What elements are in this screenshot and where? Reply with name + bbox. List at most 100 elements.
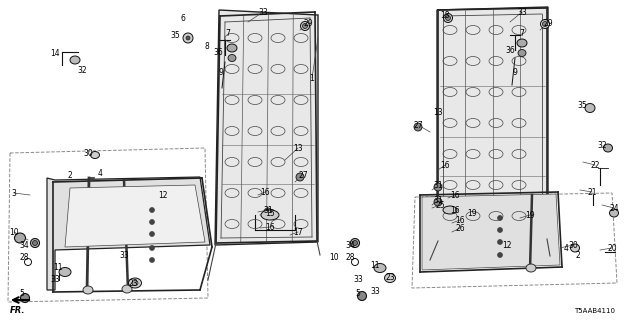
Text: 11: 11 — [371, 260, 380, 269]
Text: 19: 19 — [467, 209, 477, 218]
Ellipse shape — [303, 23, 307, 28]
Text: 5: 5 — [356, 290, 360, 299]
Text: 16: 16 — [455, 215, 465, 225]
Ellipse shape — [261, 210, 279, 220]
Text: 29: 29 — [543, 19, 553, 28]
Circle shape — [150, 220, 154, 225]
Text: FR.: FR. — [10, 306, 26, 315]
Text: 18: 18 — [440, 11, 450, 20]
Text: 36: 36 — [505, 45, 515, 54]
Ellipse shape — [526, 264, 536, 272]
Ellipse shape — [351, 238, 360, 247]
Text: 33: 33 — [370, 286, 380, 295]
Text: 28: 28 — [345, 253, 355, 262]
Ellipse shape — [129, 278, 141, 288]
Circle shape — [150, 207, 154, 212]
Ellipse shape — [122, 285, 132, 293]
Text: 12: 12 — [158, 190, 168, 199]
Text: 31: 31 — [263, 205, 273, 214]
Text: 21: 21 — [588, 188, 596, 196]
Text: 33: 33 — [258, 7, 268, 17]
Text: 14: 14 — [50, 49, 60, 58]
Text: 9: 9 — [219, 68, 223, 76]
Circle shape — [186, 36, 190, 40]
Text: 33: 33 — [50, 276, 60, 284]
Circle shape — [264, 208, 272, 216]
Ellipse shape — [70, 56, 80, 64]
Text: 2: 2 — [575, 251, 580, 260]
Ellipse shape — [20, 293, 29, 302]
Circle shape — [150, 231, 154, 236]
Ellipse shape — [445, 15, 451, 20]
Ellipse shape — [585, 103, 595, 113]
Text: 16: 16 — [450, 205, 460, 214]
Circle shape — [296, 173, 304, 181]
Ellipse shape — [517, 39, 527, 47]
Text: 17: 17 — [293, 228, 303, 236]
Circle shape — [150, 245, 154, 251]
Text: 34: 34 — [345, 241, 355, 250]
Text: 10: 10 — [329, 253, 339, 262]
Ellipse shape — [518, 50, 526, 57]
Text: 31: 31 — [433, 180, 443, 189]
Polygon shape — [47, 177, 210, 290]
Text: 12: 12 — [502, 241, 512, 250]
Ellipse shape — [444, 13, 452, 22]
Circle shape — [497, 228, 502, 233]
Polygon shape — [437, 7, 548, 242]
Text: 16: 16 — [440, 161, 450, 170]
Text: 16: 16 — [450, 190, 460, 199]
Polygon shape — [215, 10, 318, 245]
Ellipse shape — [604, 144, 612, 152]
Polygon shape — [65, 185, 205, 247]
Ellipse shape — [228, 54, 236, 61]
Ellipse shape — [15, 233, 26, 243]
Text: 7: 7 — [520, 28, 524, 37]
Text: 35: 35 — [577, 100, 587, 109]
Text: 6: 6 — [180, 13, 186, 22]
Ellipse shape — [33, 241, 38, 245]
Text: 36: 36 — [213, 47, 223, 57]
Text: 4: 4 — [564, 244, 568, 252]
Text: 20: 20 — [607, 244, 617, 252]
Text: 9: 9 — [513, 68, 517, 76]
Text: 24: 24 — [609, 204, 619, 212]
Text: 32: 32 — [77, 66, 87, 75]
Ellipse shape — [132, 281, 138, 285]
Ellipse shape — [227, 44, 237, 52]
Text: 33: 33 — [119, 251, 129, 260]
Ellipse shape — [301, 21, 310, 30]
Text: 16: 16 — [265, 222, 275, 231]
Text: 34: 34 — [19, 241, 29, 250]
Text: 2: 2 — [68, 171, 72, 180]
Ellipse shape — [543, 21, 547, 27]
Ellipse shape — [353, 241, 358, 245]
Circle shape — [434, 198, 442, 206]
Text: 3: 3 — [12, 188, 17, 197]
Circle shape — [414, 123, 422, 131]
Text: 33: 33 — [353, 276, 363, 284]
Ellipse shape — [90, 151, 99, 158]
Text: 15: 15 — [265, 209, 275, 218]
Text: 22: 22 — [590, 161, 600, 170]
Text: 27: 27 — [298, 171, 308, 180]
Ellipse shape — [385, 274, 396, 283]
Text: 7: 7 — [225, 28, 230, 37]
Text: 23: 23 — [385, 274, 395, 283]
Text: 26: 26 — [455, 223, 465, 233]
Text: 13: 13 — [433, 108, 443, 116]
Text: 1: 1 — [310, 74, 314, 83]
Ellipse shape — [443, 206, 457, 214]
Text: 31: 31 — [433, 196, 443, 204]
Polygon shape — [422, 194, 560, 270]
Text: 33: 33 — [517, 7, 527, 17]
Ellipse shape — [358, 292, 367, 300]
Text: 19: 19 — [525, 211, 535, 220]
Ellipse shape — [31, 238, 40, 247]
Text: 11: 11 — [53, 263, 63, 273]
Text: T5AAB4110: T5AAB4110 — [574, 308, 615, 314]
Ellipse shape — [541, 20, 550, 28]
Ellipse shape — [83, 286, 93, 294]
Text: 16: 16 — [260, 188, 270, 196]
Circle shape — [150, 258, 154, 262]
